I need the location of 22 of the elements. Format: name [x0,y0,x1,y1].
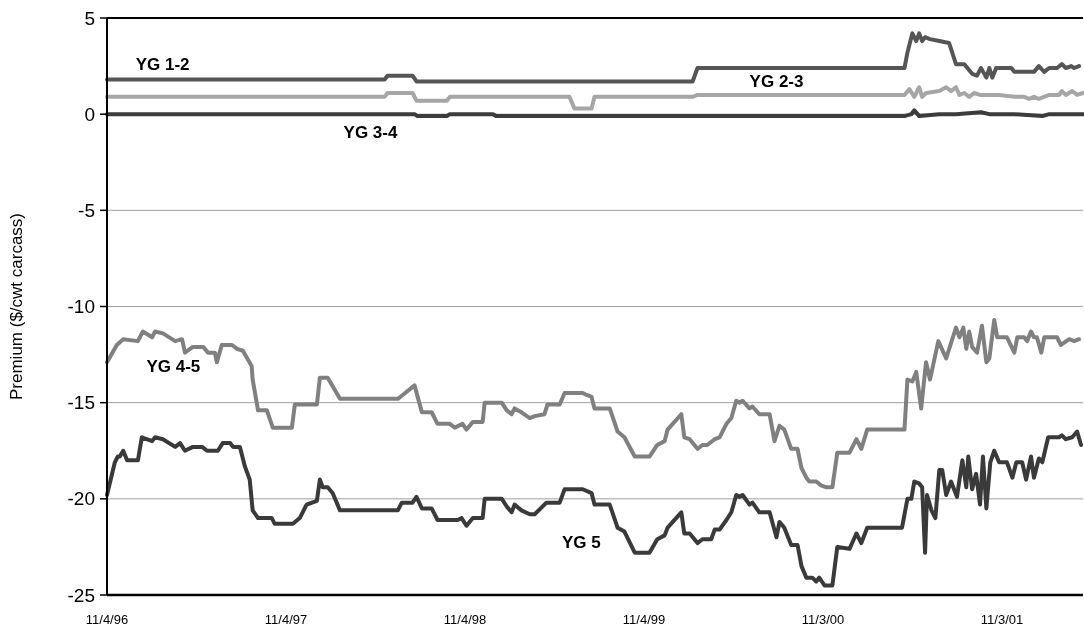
series-label: YG 5 [561,532,601,552]
x-tick-label: 11/4/96 [85,612,129,627]
x-tick-label: 11/4/99 [622,612,666,627]
series-label: YG 1-2 [135,54,190,74]
y-axis-title: Premium ($/cwt carcass) [7,212,26,401]
series-label: YG 4-5 [146,356,201,376]
x-tick-label: 11/3/00 [801,612,845,627]
y-tick-label: -15 [67,392,95,414]
x-tick-label: 11/4/97 [264,612,308,627]
series-label: YG 2-3 [749,72,804,92]
line-series [105,85,1084,111]
y-tick-label: 0 [84,103,95,125]
x-tick-label: 11/4/98 [443,612,487,627]
series-label: YG 3-4 [343,123,398,143]
y-tick-label: -5 [78,199,95,221]
y-tick-label: 5 [84,7,95,29]
y-tick-label: -20 [67,488,95,510]
line-series [105,317,1082,490]
line-series [105,429,1084,588]
y-tick-label: -10 [67,296,95,318]
y-tick-label: -25 [67,584,95,606]
x-tick-label: 11/3/01 [980,612,1024,627]
